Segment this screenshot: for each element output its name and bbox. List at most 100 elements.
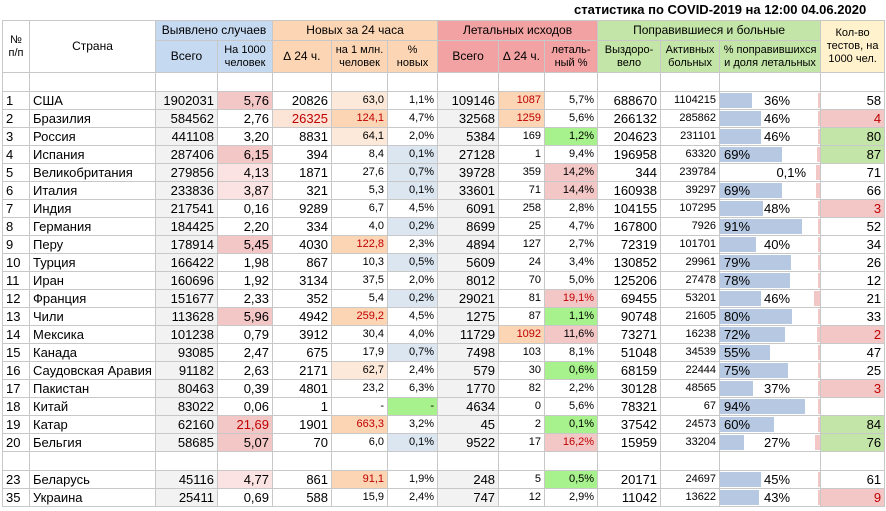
recovered-bar-fill: [720, 111, 762, 126]
detected-per1000: 2,20: [216, 217, 274, 236]
covid-stats-table: № п/п Страна Выявлено случаев Новых за 2…: [2, 20, 886, 507]
active-count: 27478: [660, 271, 721, 290]
deaths-pct: 19,1%: [544, 289, 599, 308]
active-count: 101701: [660, 235, 721, 254]
detected-total: 287406: [155, 145, 218, 164]
deaths-delta: 1087: [498, 91, 546, 110]
new-pct: 3,2%: [387, 415, 439, 434]
deaths-pct: 14,2%: [544, 163, 599, 182]
active-count: 1104215: [660, 91, 721, 110]
recovered-pct-bar: 36%: [719, 91, 822, 110]
country-name: Франция: [29, 289, 156, 308]
detected-total: 93085: [155, 343, 218, 362]
new-per-mln: 663,3: [331, 415, 389, 434]
detected-total: 166422: [155, 253, 218, 272]
new-delta: 394: [272, 145, 333, 164]
new-pct: 2,0%: [387, 271, 439, 290]
lethal-bar-fill: [818, 490, 820, 505]
lethal-bar-fill: [817, 147, 820, 162]
detected-total: 113628: [155, 307, 218, 326]
recovered-pct-label: 78%: [724, 273, 751, 288]
detected-total: 58685: [155, 433, 218, 452]
new-pct: 2,4%: [387, 488, 439, 507]
recovered-pct-label: 46%: [764, 129, 791, 144]
deaths-delta: 169: [498, 127, 546, 146]
row-number: 6: [2, 181, 30, 200]
new-delta: 8831: [272, 127, 333, 146]
detected-per1000: 0,69: [216, 488, 274, 507]
recovered-pct-bar: 91%: [719, 217, 822, 236]
deaths-delta: 81: [498, 289, 546, 308]
deaths-total: 29021: [437, 289, 500, 308]
detected-total: 62160: [155, 415, 218, 434]
deaths-pct: 5,6%: [544, 109, 599, 128]
new-pct: 4,7%: [387, 109, 439, 128]
recovered-bar-fill: [720, 363, 789, 378]
table-row: 19 Катар 62160 21,69 1901 663,3 3,2% 45 2 0,1% 375…: [2, 415, 886, 434]
new-per-mln: 62,7: [331, 361, 389, 380]
recovered-pct-label: 37%: [764, 381, 791, 396]
recovered-bar-fill: [720, 399, 806, 414]
deaths-pct: 5,6%: [544, 397, 599, 416]
country-name: Великобритания: [29, 163, 156, 182]
recovered-bar-fill: [720, 327, 786, 342]
row-number: 10: [2, 253, 30, 272]
deaths-total: 5384: [437, 127, 500, 146]
new-delta: 4030: [272, 235, 333, 254]
table-row: 6 Италия 233836 3,87 321 5,3 0,1% 33601 71 14,4% 1…: [2, 181, 886, 200]
header-no: № п/п: [2, 20, 30, 73]
tests-per1000: 4: [820, 109, 886, 128]
new-per-mln: 5,4: [331, 289, 389, 308]
deaths-pct: 11,6%: [544, 325, 599, 344]
recovered-count: 20171: [597, 470, 662, 489]
new-pct: 4,0%: [387, 325, 439, 344]
active-count: 33204: [660, 433, 721, 452]
deaths-total: 32568: [437, 109, 500, 128]
header-country: Страна: [29, 20, 156, 73]
recovered-pct-bar: 75%: [719, 361, 822, 380]
table-row: 11 Иран 160696 1,92 3134 37,5 2,0% 8012 70 5,0% 12…: [2, 271, 886, 290]
lethal-bar-fill: [818, 399, 820, 414]
header-new24: Новых за 24 часа: [272, 20, 439, 41]
new-pct: 4,5%: [387, 307, 439, 326]
deaths-pct: 9,4%: [544, 145, 599, 164]
deaths-delta: 1092: [498, 325, 546, 344]
new-per-mln: 23,2: [331, 379, 389, 398]
new-pct: 2,0%: [387, 127, 439, 146]
recovered-pct-label: 60%: [724, 417, 751, 432]
recovered-bar-fill: [720, 435, 745, 450]
recovered-bar-fill: [720, 201, 764, 216]
new-delta: 1: [272, 397, 333, 416]
detected-per1000: 0,39: [216, 379, 274, 398]
deaths-total: 4894: [437, 235, 500, 254]
lethal-bar-fill: [818, 129, 820, 144]
active-count: 7926: [660, 217, 721, 236]
deaths-pct: 14,4%: [544, 181, 599, 200]
detected-per1000: 21,69: [216, 415, 274, 434]
new-pct: 2,4%: [387, 361, 439, 380]
deaths-pct: 4,7%: [544, 217, 599, 236]
deaths-delta: 71: [498, 181, 546, 200]
recovered-count: 130852: [597, 253, 662, 272]
recovered-count: 30128: [597, 379, 662, 398]
detected-total: 217541: [155, 199, 218, 218]
new-pct: 0,2%: [387, 289, 439, 308]
detected-per1000: 0,79: [216, 325, 274, 344]
new-per-mln: 5,3: [331, 181, 389, 200]
recovered-pct-bar: 78%: [719, 271, 822, 290]
new-delta: 70: [272, 433, 333, 452]
table-row: 1 США 1902031 5,76 20826 63,0 1,1% 109146 1087 5,…: [2, 91, 886, 110]
recovered-bar-fill: [720, 309, 793, 324]
deaths-pct: 8,1%: [544, 343, 599, 362]
recovered-pct-label: 43%: [764, 490, 791, 505]
tests-per1000: 71: [820, 163, 886, 182]
new-pct: 1,1%: [387, 91, 439, 110]
deaths-delta: 359: [498, 163, 546, 182]
detected-per1000: 0,06: [216, 397, 274, 416]
header-active: Активных больных: [660, 40, 721, 73]
new-pct: 0,1%: [387, 145, 439, 164]
tests-per1000: 76: [820, 433, 886, 452]
recovered-pct-bar: 69%: [719, 145, 822, 164]
new-pct: -: [387, 397, 439, 416]
recovered-count: 37542: [597, 415, 662, 434]
